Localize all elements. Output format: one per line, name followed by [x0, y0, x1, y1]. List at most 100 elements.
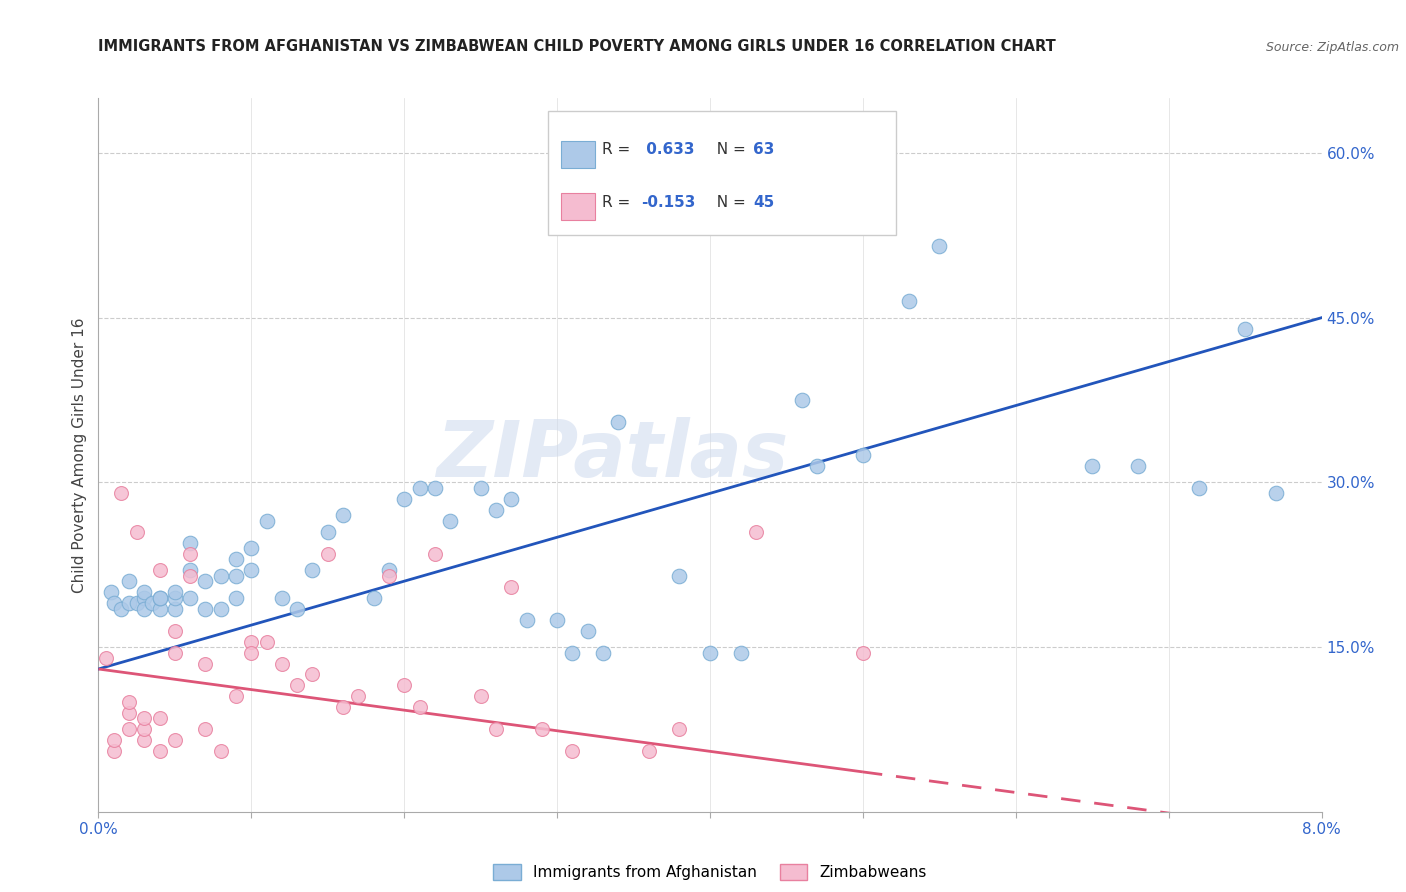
Point [485, 723, 508, 737]
Point [363, 591, 385, 605]
Point [209, 568, 232, 582]
Point [347, 690, 370, 704]
Point [163, 624, 186, 638]
Point [530, 723, 553, 737]
Point [118, 574, 141, 589]
Text: 63: 63 [754, 143, 775, 158]
Point [1234, 321, 1257, 335]
Point [225, 568, 247, 582]
Point [516, 613, 538, 627]
Point [163, 646, 186, 660]
Point [759, 195, 782, 210]
Point [408, 700, 430, 714]
Point [149, 563, 172, 577]
Point [225, 690, 247, 704]
Point [852, 448, 875, 462]
Point [134, 591, 156, 605]
Point [225, 591, 247, 605]
Point [179, 568, 201, 582]
Point [668, 568, 690, 582]
Point [637, 744, 661, 758]
Point [194, 574, 217, 589]
Point [301, 563, 323, 577]
Point [501, 580, 523, 594]
Point [285, 601, 308, 615]
Point [1264, 486, 1286, 500]
Point [110, 486, 132, 500]
Point [607, 415, 630, 429]
Point [103, 596, 125, 610]
Point [485, 503, 508, 517]
Point [301, 667, 323, 681]
Point [240, 563, 263, 577]
Point [270, 591, 294, 605]
Legend: Immigrants from Afghanistan, Zimbabweans: Immigrants from Afghanistan, Zimbabweans [486, 858, 934, 886]
Text: N =: N = [707, 194, 751, 210]
Text: R =: R = [602, 143, 634, 158]
Point [225, 552, 247, 566]
Point [1128, 458, 1150, 473]
Point [179, 563, 201, 577]
Point [332, 700, 354, 714]
Point [194, 723, 217, 737]
Point [745, 524, 768, 539]
Point [209, 601, 232, 615]
Point [592, 646, 614, 660]
Point [392, 678, 416, 692]
Point [256, 514, 278, 528]
Point [110, 601, 132, 615]
Point [1188, 481, 1211, 495]
Point [423, 481, 446, 495]
Point [163, 733, 186, 747]
Point [501, 491, 523, 506]
Point [928, 239, 950, 253]
Point [134, 585, 156, 599]
Point [100, 585, 122, 599]
Point [179, 547, 201, 561]
Point [149, 711, 172, 725]
Point [730, 646, 752, 660]
Point [439, 514, 461, 528]
Point [408, 481, 430, 495]
Point [118, 596, 141, 610]
Point [163, 601, 186, 615]
Text: IMMIGRANTS FROM AFGHANISTAN VS ZIMBABWEAN CHILD POVERTY AMONG GIRLS UNDER 16 COR: IMMIGRANTS FROM AFGHANISTAN VS ZIMBABWEA… [98, 38, 1056, 54]
Text: -0.153: -0.153 [641, 194, 696, 210]
Point [134, 601, 156, 615]
Point [806, 458, 828, 473]
Point [149, 591, 172, 605]
Point [141, 596, 163, 610]
Text: 0.633: 0.633 [641, 143, 695, 158]
Text: N =: N = [707, 143, 751, 158]
Point [316, 524, 339, 539]
Point [378, 568, 401, 582]
Point [149, 744, 172, 758]
Point [378, 563, 401, 577]
Point [699, 646, 721, 660]
Point [134, 711, 156, 725]
Text: R =: R = [602, 194, 634, 210]
Point [561, 646, 583, 660]
Point [470, 690, 492, 704]
Point [134, 733, 156, 747]
Text: 45: 45 [754, 194, 775, 210]
Point [561, 744, 583, 758]
Point [194, 601, 217, 615]
Point [668, 723, 690, 737]
Point [118, 695, 141, 709]
Text: ZIPatlas: ZIPatlas [436, 417, 789, 493]
Text: Source: ZipAtlas.com: Source: ZipAtlas.com [1265, 40, 1399, 54]
Point [316, 547, 339, 561]
Point [118, 706, 141, 720]
Point [576, 624, 599, 638]
Point [423, 547, 446, 561]
Point [285, 678, 308, 692]
Point [256, 634, 278, 648]
Point [125, 524, 148, 539]
Point [163, 591, 186, 605]
Point [209, 744, 232, 758]
Point [149, 591, 172, 605]
Point [470, 481, 492, 495]
Point [897, 294, 920, 309]
Point [134, 723, 156, 737]
